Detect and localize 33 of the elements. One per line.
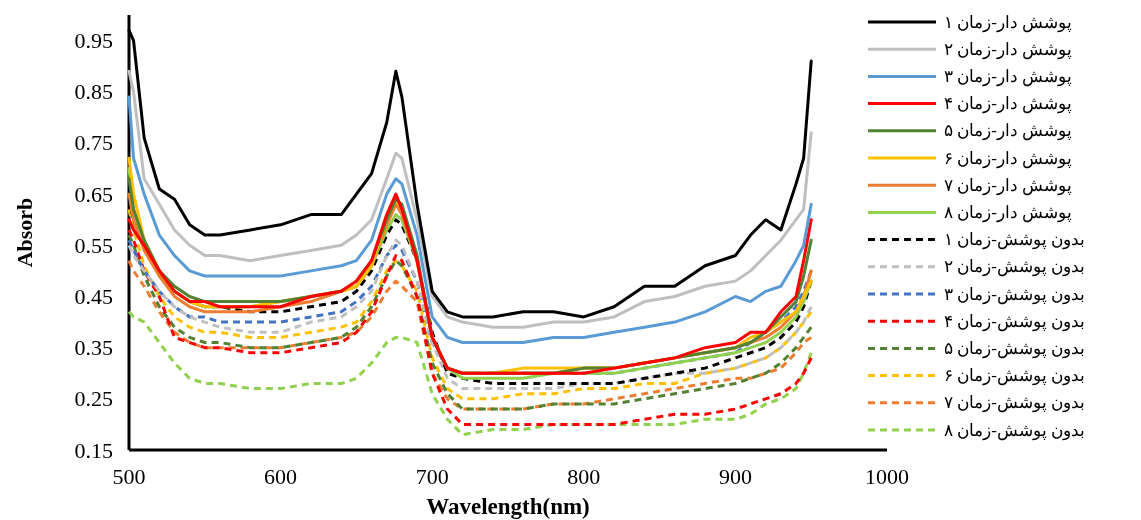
x-tick-label: 900 xyxy=(718,464,752,489)
y-tick-label: 0.75 xyxy=(74,130,113,156)
legend-label: بدون پوشش-زمان ۵ xyxy=(944,338,1086,359)
y-tick-label: 0.55 xyxy=(74,232,113,258)
legend-label: پوشش دار-زمان ۳ xyxy=(944,66,1073,87)
y-tick-label: 0.45 xyxy=(74,283,113,309)
legend-label: بدون پوشش-زمان ۳ xyxy=(944,284,1086,305)
x-tick-label: 500 xyxy=(112,464,146,489)
legend-label: بدون پوشش-زمان ۷ xyxy=(944,393,1086,414)
x-tick-label: 1000 xyxy=(865,464,909,489)
y-tick-label: 0.85 xyxy=(74,79,113,105)
legend-label: پوشش دار-زمان ۷ xyxy=(944,175,1073,196)
legend-label: پوشش دار-زمان ۸ xyxy=(944,202,1073,223)
x-tick-label: 800 xyxy=(567,464,601,489)
x-tick-label: 700 xyxy=(415,464,449,489)
y-tick-label: 0.65 xyxy=(74,181,113,207)
x-axis-title: Wavelength(nm) xyxy=(426,494,590,519)
legend-label: بدون پوشش-زمان ۱ xyxy=(944,230,1086,251)
legend-label: پوشش دار-زمان ۴ xyxy=(944,94,1073,115)
y-tick-label: 0.35 xyxy=(74,335,113,361)
y-axis-title: Absorb xyxy=(12,197,37,268)
legend-label: بدون پوشش-زمان ۴ xyxy=(944,311,1086,332)
y-tick-label: 0.15 xyxy=(74,437,113,463)
legend-label: بدون پوشش-زمان ۸ xyxy=(944,420,1086,441)
legend-label: پوشش دار-زمان ۱ xyxy=(944,12,1073,33)
legend-label: پوشش دار-زمان ۶ xyxy=(944,148,1073,169)
x-tick-label: 600 xyxy=(264,464,298,489)
legend-label: پوشش دار-زمان ۵ xyxy=(944,121,1073,142)
legend-label: پوشش دار-زمان ۲ xyxy=(944,39,1073,60)
legend-label: بدون پوشش-زمان ۲ xyxy=(944,257,1086,278)
y-tick-label: 0.25 xyxy=(74,386,113,412)
legend-label: بدون پوشش-زمان ۶ xyxy=(944,366,1086,387)
y-tick-label: 0.95 xyxy=(74,28,113,54)
